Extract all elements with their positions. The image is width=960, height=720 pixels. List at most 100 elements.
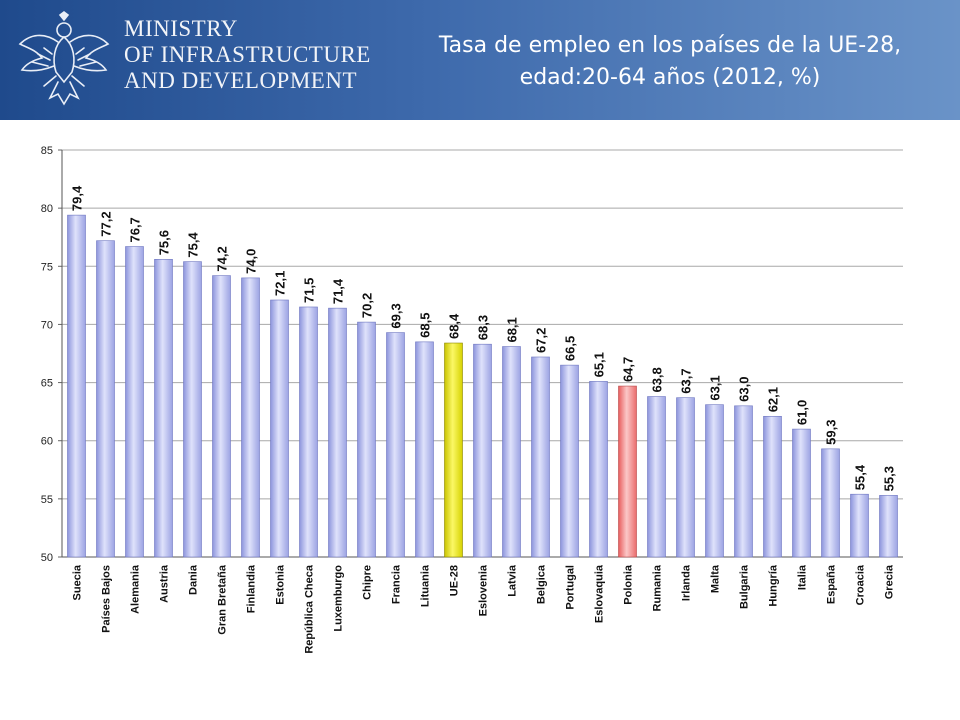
chart-title-line-2: edad:20-64 años (2012, %) bbox=[519, 65, 821, 90]
y-tick-label: 80 bbox=[41, 203, 53, 215]
category-label: Croacia bbox=[855, 564, 867, 605]
bar-estonia bbox=[270, 299, 289, 558]
category-label: Polonia bbox=[623, 564, 635, 605]
data-label: 77,2 bbox=[99, 211, 114, 236]
category-label: Hungría bbox=[768, 564, 780, 606]
data-label: 79,4 bbox=[70, 185, 85, 211]
category-label: Belgica bbox=[536, 564, 548, 604]
bar-dania bbox=[183, 261, 202, 558]
category-label: Malta bbox=[710, 564, 722, 593]
data-label: 71,5 bbox=[302, 278, 317, 303]
eagle-emblem-icon bbox=[18, 11, 110, 106]
data-label: 63,7 bbox=[679, 368, 694, 393]
bar-finlandia bbox=[241, 277, 260, 558]
bar-austria bbox=[154, 259, 173, 558]
bar-hungr-a bbox=[763, 415, 782, 558]
bar-irlanda bbox=[676, 397, 695, 558]
data-label: 63,8 bbox=[650, 367, 665, 392]
ministry-line-1: MINISTRY bbox=[124, 16, 238, 41]
data-label: 68,5 bbox=[418, 313, 433, 338]
bar-pa-ses-bajos bbox=[96, 240, 115, 558]
category-label: Países Bajos bbox=[101, 565, 113, 633]
data-label: 65,1 bbox=[592, 352, 607, 377]
data-label: 69,3 bbox=[389, 303, 404, 328]
category-labels: Suecia Países Bajos Alemania Austria Dania Gr… bbox=[72, 564, 896, 654]
bar-croacia bbox=[850, 493, 869, 558]
category-label: Austria bbox=[159, 564, 171, 603]
data-label: 70,2 bbox=[360, 293, 375, 318]
data-label: 68,4 bbox=[447, 313, 462, 339]
employment-bar-chart: 50 55 60 65 70 75 80 85 79,4 77,2 76,7 75,6 75,4 74,… bbox=[41, 145, 903, 654]
bar-belgica bbox=[531, 356, 550, 558]
bar-espa-a bbox=[821, 448, 840, 558]
y-tick-label: 60 bbox=[41, 436, 53, 448]
data-label: 74,0 bbox=[244, 249, 259, 274]
y-tick-label: 50 bbox=[41, 552, 53, 564]
category-label: Finlandia bbox=[246, 564, 258, 613]
bar-ue-28 bbox=[444, 342, 463, 558]
category-label: Gran Bretaña bbox=[217, 564, 229, 635]
bar-rep-blica-checa bbox=[299, 306, 318, 558]
y-tick-label: 55 bbox=[41, 494, 53, 506]
category-label: UE-28 bbox=[449, 565, 461, 596]
data-label: 71,4 bbox=[331, 278, 346, 304]
bar-suecia bbox=[67, 214, 86, 558]
category-label: Lituania bbox=[420, 564, 432, 607]
bar-latvia bbox=[502, 346, 521, 558]
data-label: 55,4 bbox=[853, 464, 868, 490]
category-label: Rumania bbox=[652, 564, 664, 611]
bar-gran-breta-a bbox=[212, 275, 231, 558]
category-label: Luxemburgo bbox=[333, 565, 345, 632]
bar-portugal bbox=[560, 364, 579, 558]
bar-grecia bbox=[879, 495, 898, 558]
bar-alemania bbox=[125, 246, 144, 558]
category-label: Irlanda bbox=[681, 564, 693, 601]
category-label: Latvia bbox=[507, 564, 519, 597]
y-tick-label: 85 bbox=[41, 145, 53, 157]
data-label: 61,0 bbox=[795, 400, 810, 425]
category-label: Grecia bbox=[884, 564, 896, 599]
data-label: 74,2 bbox=[215, 246, 230, 271]
category-label: Eslovenia bbox=[478, 564, 490, 616]
bar-chipre bbox=[357, 321, 376, 558]
data-label: 75,4 bbox=[186, 232, 201, 258]
y-tick-label: 70 bbox=[41, 319, 53, 331]
category-label: Bulgaria bbox=[739, 564, 751, 609]
y-tick-label: 75 bbox=[41, 261, 53, 273]
bar-rumania bbox=[647, 396, 666, 558]
category-label: Chipre bbox=[362, 565, 374, 600]
header-banner: MINISTRY OF INFRASTRUCTURE AND DEVELOPME… bbox=[0, 0, 960, 120]
data-label: 64,7 bbox=[621, 357, 636, 382]
chart-title-line-1: Tasa de empleo en los países de la UE-28… bbox=[438, 33, 902, 58]
data-label: 68,1 bbox=[505, 317, 520, 342]
data-labels: 79,4 77,2 76,7 75,6 75,4 74,2 74,0 72,1 71,5 71,4… bbox=[70, 185, 897, 491]
bar-italia bbox=[792, 428, 811, 558]
y-tick-label: 65 bbox=[41, 378, 53, 390]
ministry-line-3: AND DEVELOPMENT bbox=[124, 68, 358, 93]
bar-malta bbox=[705, 404, 724, 558]
category-label: Suecia bbox=[72, 564, 84, 600]
category-label: España bbox=[826, 564, 838, 604]
category-label: Dania bbox=[188, 564, 200, 595]
bar-francia bbox=[386, 332, 405, 558]
chart-title: Tasa de empleo en los países de la UE-28… bbox=[400, 30, 940, 94]
bar-luxemburgo bbox=[328, 307, 347, 558]
bar-lituania bbox=[415, 341, 434, 558]
bar-bulgaria bbox=[734, 405, 753, 558]
data-label: 75,6 bbox=[157, 230, 172, 255]
data-label: 66,5 bbox=[563, 336, 578, 361]
category-label: Eslovaquia bbox=[594, 564, 606, 623]
data-label: 63,1 bbox=[708, 375, 723, 400]
bar-polonia bbox=[618, 385, 637, 558]
data-label: 59,3 bbox=[824, 420, 839, 445]
category-label: Estonia bbox=[275, 564, 287, 605]
category-label: Alemania bbox=[130, 564, 142, 614]
data-label: 55,3 bbox=[882, 466, 897, 491]
data-label: 62,1 bbox=[766, 387, 781, 412]
category-label: Italia bbox=[797, 564, 809, 590]
data-label: 63,0 bbox=[737, 377, 752, 402]
bar-eslovaquia bbox=[589, 381, 608, 558]
data-label: 68,3 bbox=[476, 315, 491, 340]
category-label: Portugal bbox=[565, 565, 577, 610]
data-label: 67,2 bbox=[534, 328, 549, 353]
